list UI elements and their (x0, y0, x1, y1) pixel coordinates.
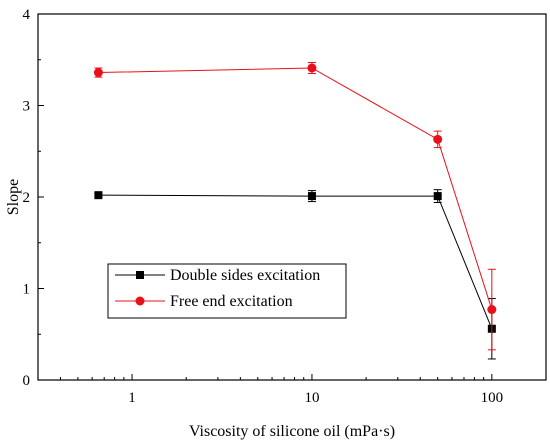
series-line (98, 194, 493, 329)
data-point-square (433, 192, 442, 201)
y-tick-label: 1 (23, 282, 31, 298)
x-tick-label: 100 (481, 390, 504, 406)
legend-label-double-sides: Double sides excitation (170, 267, 320, 284)
y-tick-label: 3 (23, 99, 31, 115)
series-line (98, 67, 493, 310)
y-axis-label: Slope (5, 179, 22, 215)
y-tick-label: 0 (23, 373, 31, 389)
series-free-end (93, 61, 497, 351)
x-axis-label: Viscosity of silicone oil (mPa·s) (189, 423, 395, 440)
x-tick-label: 1 (128, 390, 136, 406)
legend-box (107, 263, 347, 319)
data-point-circle (433, 134, 443, 144)
y-tick-label: 4 (23, 7, 31, 23)
data-point-circle (307, 63, 317, 73)
legend: Double sides excitation Free end excitat… (107, 263, 347, 319)
data-point-square (94, 191, 103, 200)
x-tick-label: 10 (304, 390, 319, 406)
y-tick-label: 2 (23, 190, 31, 206)
data-point-circle (487, 305, 497, 315)
legend-marker-circle (135, 296, 145, 306)
data-point-square (307, 192, 316, 201)
legend-marker-square (136, 271, 144, 279)
data-point-circle (93, 68, 103, 78)
series-layer (93, 61, 497, 360)
ticks: 1 10 100 0 1 2 3 4 (23, 7, 504, 406)
legend-label-free-end: Free end excitation (170, 293, 293, 310)
